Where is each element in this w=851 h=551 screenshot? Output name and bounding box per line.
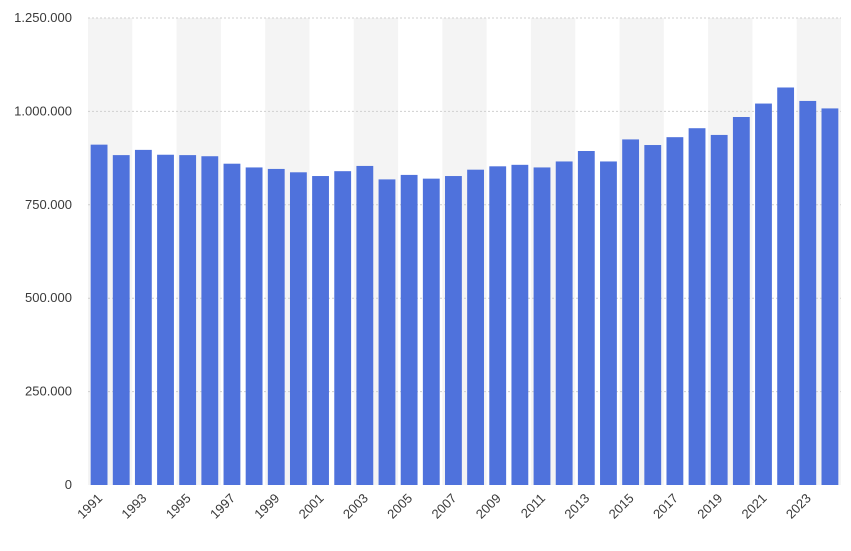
bar-2022[interactable] bbox=[777, 87, 795, 486]
x-tick-label: 2023 bbox=[783, 491, 814, 522]
bar-1994[interactable] bbox=[157, 154, 174, 485]
y-tick-label: 750.000 bbox=[25, 197, 72, 212]
x-tick-label: 1997 bbox=[207, 491, 238, 522]
x-tick-label: 2011 bbox=[518, 491, 548, 521]
y-axis-labels: 0 250.000 500.000 750.000 1.000.000 1.250.000 bbox=[14, 10, 72, 492]
x-tick-label: 2017 bbox=[650, 491, 681, 522]
x-tick-label: 1993 bbox=[118, 491, 149, 522]
x-tick-label: 1999 bbox=[251, 491, 282, 522]
bar-1992[interactable] bbox=[112, 155, 130, 485]
x-tick-label: 1995 bbox=[163, 491, 194, 522]
bar-2023[interactable] bbox=[799, 100, 817, 485]
bar-1999[interactable] bbox=[267, 168, 285, 486]
bar-2017[interactable] bbox=[666, 137, 684, 485]
y-tick-label: 0 bbox=[65, 477, 72, 492]
y-tick-label: 250.000 bbox=[25, 384, 72, 399]
x-tick-label: 2003 bbox=[340, 491, 371, 522]
bar-2019[interactable] bbox=[710, 134, 728, 485]
x-tick-label: 2021 bbox=[739, 491, 770, 522]
x-tick-label: 2013 bbox=[561, 491, 592, 522]
bar-2015[interactable] bbox=[622, 139, 640, 486]
bar-2010[interactable] bbox=[511, 164, 529, 485]
bar-2008[interactable] bbox=[467, 169, 484, 486]
bar-2018[interactable] bbox=[688, 128, 706, 485]
bar-2020[interactable] bbox=[732, 117, 750, 485]
bar-1997[interactable] bbox=[223, 163, 241, 486]
bar-2000[interactable] bbox=[289, 172, 307, 485]
bar-2004[interactable] bbox=[378, 179, 396, 485]
x-tick-label: 2019 bbox=[694, 491, 725, 522]
bar-1993[interactable] bbox=[134, 149, 152, 485]
x-axis-labels: 1991 1993 1995 1997 1999 2001 2003 2005 2007 2009… bbox=[74, 491, 814, 522]
bar-2012[interactable] bbox=[555, 161, 573, 485]
x-tick-label: 2005 bbox=[384, 491, 415, 522]
bar-2002[interactable] bbox=[334, 171, 352, 485]
bar-2007[interactable] bbox=[445, 176, 462, 485]
bar-2009[interactable] bbox=[489, 166, 507, 485]
x-tick-label: 2009 bbox=[473, 491, 504, 522]
y-tick-label: 500.000 bbox=[25, 290, 72, 305]
y-tick-label: 1.250.000 bbox=[14, 10, 72, 25]
bar-1991[interactable] bbox=[90, 144, 108, 486]
x-tick-label: 1991 bbox=[74, 491, 105, 522]
bar-1995[interactable] bbox=[179, 155, 197, 485]
bar-2011[interactable] bbox=[533, 167, 551, 485]
bar-2021[interactable] bbox=[755, 103, 772, 486]
x-tick-label: 2007 bbox=[428, 491, 459, 522]
x-tick-label: 2001 bbox=[296, 491, 327, 522]
bar-2006[interactable] bbox=[422, 178, 440, 485]
bar-2001[interactable] bbox=[312, 176, 329, 485]
bar-1998[interactable] bbox=[245, 167, 263, 485]
bar-2013[interactable] bbox=[577, 151, 595, 486]
x-tick-label: 2015 bbox=[606, 491, 637, 522]
y-tick-label: 1.000.000 bbox=[14, 103, 72, 118]
bar-2003[interactable] bbox=[356, 165, 374, 485]
bar-1996[interactable] bbox=[201, 156, 219, 485]
bar-2024[interactable] bbox=[821, 108, 839, 486]
bar-2014[interactable] bbox=[600, 161, 617, 485]
bar-series bbox=[90, 87, 839, 486]
bar-2005[interactable] bbox=[400, 174, 418, 486]
bar-2016[interactable] bbox=[644, 145, 662, 486]
background-bands bbox=[88, 18, 841, 485]
